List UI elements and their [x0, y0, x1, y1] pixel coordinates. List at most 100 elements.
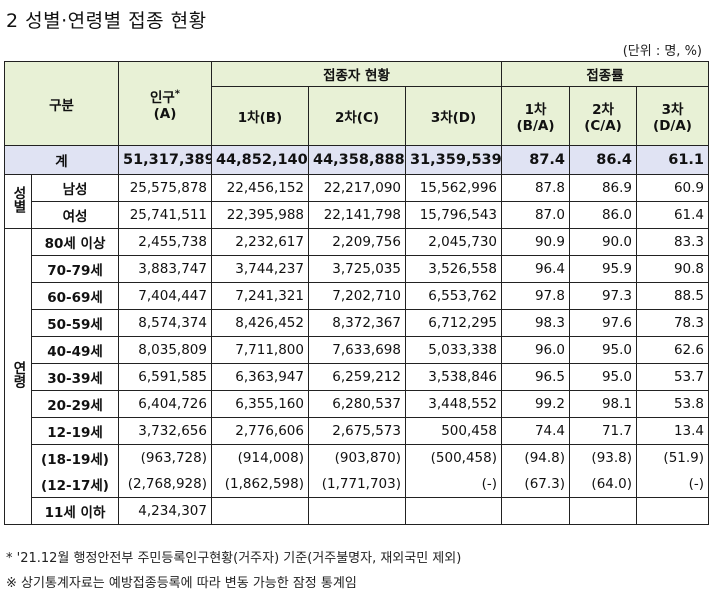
- row-label: 11세 이하: [31, 497, 119, 525]
- header-population: 인구* (A): [118, 61, 212, 146]
- row-label: 50-59세: [31, 309, 119, 337]
- table-cell: 97.3: [569, 282, 638, 310]
- table-cell: 8,035,809: [118, 336, 212, 364]
- table-cell: (64.0): [569, 471, 638, 498]
- table-cell: (914,008): [211, 444, 309, 471]
- table-row: 여성 25,741,511 22,395,988 22,141,798 15,796,5…: [5, 201, 710, 229]
- total-cell: 44,358,888: [308, 145, 406, 175]
- table-cell: (2,768,928): [118, 471, 212, 498]
- age-rows: 연령 80세 이상 2,455,738 2,232,617 2,209,756 2,045…: [4, 228, 710, 525]
- total-cell: 61.1: [636, 145, 710, 175]
- unit-note: (단위 : 명, %): [622, 44, 702, 59]
- total-row: 계 51,317,389 44,852,140 44,358,888 31,35…: [4, 145, 710, 175]
- table-cell: 500,458: [404, 417, 503, 445]
- table-cell: 95.9: [569, 255, 638, 283]
- total-cell: 87.4: [501, 145, 571, 175]
- table-cell: 3,538,846: [404, 363, 503, 391]
- table-cell: 96.5: [501, 363, 571, 391]
- table-row: 11세 이하 4,234,307: [5, 497, 710, 525]
- table-cell: 25,741,511: [118, 201, 212, 229]
- table-cell: 13.4: [636, 417, 710, 445]
- header-rate2: 2차 (C/A): [569, 86, 638, 146]
- total-cell: 86.4: [569, 145, 638, 175]
- table-cell: 87.0: [501, 201, 571, 229]
- table-cell: 98.1: [569, 390, 638, 418]
- header-rate1: 1차 (B/A): [501, 86, 571, 146]
- table-cell: 2,776,606: [211, 417, 309, 445]
- table-row: 70-79세 3,883,747 3,744,237 3,725,035 3,526,5…: [5, 255, 710, 283]
- header-rate3: 3차 (D/A): [636, 86, 710, 146]
- table-cell: 96.0: [501, 336, 571, 364]
- empty-cell: [636, 497, 710, 525]
- row-label: 60-69세: [31, 282, 119, 310]
- header-dose2: 2차(C): [308, 86, 406, 146]
- table-cell: 78.3: [636, 309, 710, 337]
- empty-cell: [211, 497, 309, 525]
- table-cell: 90.9: [501, 228, 571, 256]
- header-dose3: 3차(D): [404, 86, 503, 146]
- subrow-label: (18-19세): [31, 444, 119, 471]
- empty-cell: [308, 497, 406, 525]
- table-row: 30-39세 6,591,585 6,363,947 6,259,212 3,538,8…: [5, 363, 710, 391]
- table-cell: 74.4: [501, 417, 571, 445]
- table-cell: 22,217,090: [308, 174, 406, 202]
- table-cell: 3,744,237: [211, 255, 309, 283]
- empty-cell: [569, 497, 638, 525]
- table-cell: 4,234,307: [118, 497, 212, 525]
- table-row: 40-49세 8,035,809 7,711,800 7,633,698 5,033,3…: [5, 336, 710, 364]
- table-cell: 7,711,800: [211, 336, 309, 364]
- table-cell: 22,456,152: [211, 174, 309, 202]
- row-label: 70-79세: [31, 255, 119, 283]
- table-cell: 7,241,321: [211, 282, 309, 310]
- table-cell: 8,372,367: [308, 309, 406, 337]
- table-cell: 25,575,878: [118, 174, 212, 202]
- table-cell: 2,232,617: [211, 228, 309, 256]
- table-cell: (93.8): [569, 444, 638, 471]
- table-cell: 6,553,762: [404, 282, 503, 310]
- table-cell: 2,045,730: [404, 228, 503, 256]
- table-cell: 6,712,295: [404, 309, 503, 337]
- table-cell: (1,862,598): [211, 471, 309, 498]
- table-cell: 95.0: [569, 363, 638, 391]
- sex-group-label-text: 성별: [10, 186, 26, 213]
- header-dose1: 1차(B): [211, 86, 309, 146]
- total-cell: 31,359,539: [404, 145, 503, 175]
- table-cell: 7,202,710: [308, 282, 406, 310]
- table-cell: 53.7: [636, 363, 710, 391]
- table-cell: 61.4: [636, 201, 710, 229]
- age-group-label-text: 연령: [10, 361, 26, 388]
- sex-rows: 성별 남성 25,575,878 22,456,152 22,217,090 15,562…: [4, 174, 710, 229]
- table-cell: 7,404,447: [118, 282, 212, 310]
- table-cell: 6,259,212: [308, 363, 406, 391]
- table-cell: 97.8: [501, 282, 571, 310]
- table-cell: 6,280,537: [308, 390, 406, 418]
- table-cell: 3,448,552: [404, 390, 503, 418]
- table-cell: 3,883,747: [118, 255, 212, 283]
- table-cell: 6,591,585: [118, 363, 212, 391]
- table-cell: 86.9: [569, 174, 638, 202]
- table-cell: 3,725,035: [308, 255, 406, 283]
- table-subrow: (12-17세) (2,768,928) (1,862,598) (1,771,703…: [5, 471, 710, 498]
- table-cell: 90.8: [636, 255, 710, 283]
- table-cell: 87.8: [501, 174, 571, 202]
- table-cell: 3,732,656: [118, 417, 212, 445]
- table-cell: 22,395,988: [211, 201, 309, 229]
- table-cell: (94.8): [501, 444, 571, 471]
- empty-cell: [404, 497, 503, 525]
- row-label: 12-19세: [31, 417, 119, 445]
- table-cell: 5,033,338: [404, 336, 503, 364]
- table-cell: 60.9: [636, 174, 710, 202]
- total-cell: 51,317,389: [118, 145, 212, 175]
- page-title: 2 성별·연령별 접종 현황: [6, 10, 207, 32]
- table-cell: 98.3: [501, 309, 571, 337]
- table-cell: 88.5: [636, 282, 710, 310]
- table-cell: 62.6: [636, 336, 710, 364]
- table-cell: 99.2: [501, 390, 571, 418]
- table-row: 60-69세 7,404,447 7,241,321 7,202,710 6,553,7…: [5, 282, 710, 310]
- header-category: 구분: [4, 61, 119, 146]
- table-cell: 96.4: [501, 255, 571, 283]
- table-cell: (-): [636, 471, 710, 498]
- sex-group-label: 성별: [4, 174, 32, 229]
- table-cell: 2,675,573: [308, 417, 406, 445]
- row-label: 80세 이상: [31, 228, 119, 256]
